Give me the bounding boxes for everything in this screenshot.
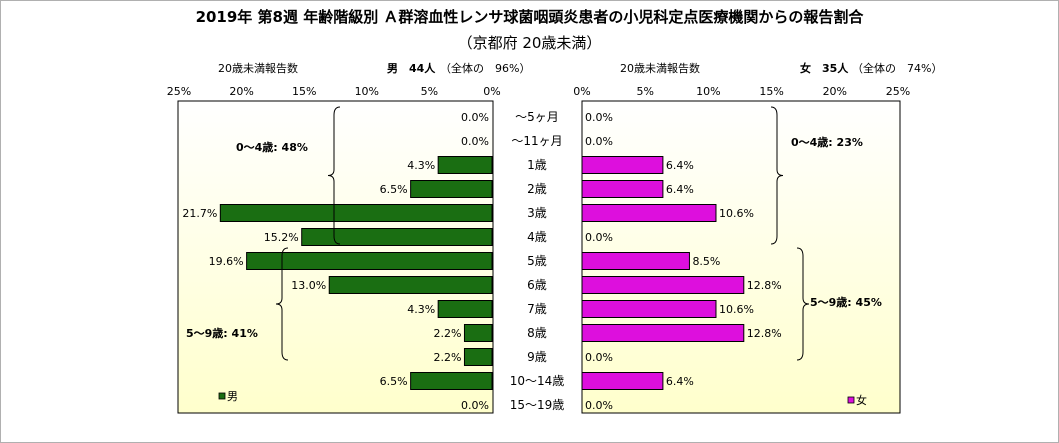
male-bar <box>246 252 493 270</box>
male-data-label: 6.5% <box>380 375 408 388</box>
male-data-label: 19.6% <box>209 255 244 268</box>
female-data-label: 10.6% <box>719 207 754 220</box>
male-bar <box>437 156 493 174</box>
female-5-9-annotation: 5～9歳: 45% <box>810 295 882 309</box>
female-axis-tick-label: 10% <box>696 85 720 98</box>
female-data-label: 12.8% <box>747 279 782 292</box>
female-legend-swatch <box>847 396 855 404</box>
male-bar <box>328 276 493 294</box>
category-label: 1歳 <box>527 158 547 172</box>
category-label: 10～14歳 <box>510 374 565 388</box>
category-label: 4歳 <box>527 230 547 244</box>
female-header-label: 20歳未満報告数 <box>620 62 700 75</box>
category-label: 7歳 <box>527 302 547 316</box>
male-data-label: 2.2% <box>434 327 462 340</box>
female-data-label: 12.8% <box>747 327 782 340</box>
female-data-label: 0.0% <box>585 231 613 244</box>
female-axis-tick-label: 0% <box>573 85 590 98</box>
male-bar <box>410 180 493 198</box>
female-data-label: 0.0% <box>585 111 613 124</box>
female-axis-tick-label: 25% <box>886 85 910 98</box>
male-data-label: 15.2% <box>264 231 299 244</box>
female-data-label: 6.4% <box>666 375 694 388</box>
female-5-9-brace <box>796 247 810 361</box>
female-bar <box>581 276 745 294</box>
male-data-label: 4.3% <box>407 303 435 316</box>
female-legend-label: 女 <box>856 393 867 407</box>
male-5-9-annotation: 5～9歳: 41% <box>186 326 258 340</box>
female-bar <box>581 180 664 198</box>
category-label: 3歳 <box>527 206 547 220</box>
male-bar <box>437 300 493 318</box>
male-bar <box>219 204 493 222</box>
category-label: 9歳 <box>527 350 547 364</box>
female-data-label: 10.6% <box>719 303 754 316</box>
male-legend-swatch <box>218 392 226 400</box>
category-label: ～5ヶ月 <box>515 110 559 124</box>
male-bar <box>301 228 493 246</box>
male-axis-tick-label: 20% <box>229 85 253 98</box>
male-0-4-brace <box>327 106 341 245</box>
category-label: 6歳 <box>527 278 547 292</box>
category-label: 8歳 <box>527 326 547 340</box>
female-data-label: 0.0% <box>585 399 613 412</box>
male-header-share: （全体の 96%） <box>440 62 531 75</box>
female-bar <box>581 156 664 174</box>
male-data-label: 13.0% <box>291 279 326 292</box>
female-data-label: 6.4% <box>666 183 694 196</box>
male-data-label: 2.2% <box>434 351 462 364</box>
male-axis-tick-label: 25% <box>167 85 191 98</box>
female-axis-tick-label: 15% <box>759 85 783 98</box>
male-bar <box>463 324 493 342</box>
female-bar <box>581 252 690 270</box>
male-data-label: 0.0% <box>461 399 489 412</box>
male-bar <box>410 372 493 390</box>
male-bar <box>463 348 493 366</box>
male-data-label: 0.0% <box>461 111 489 124</box>
female-header-share: （全体の 74%） <box>852 62 943 75</box>
male-5-9-brace <box>275 247 289 361</box>
female-bar <box>581 324 745 342</box>
female-0-4-brace <box>770 106 784 245</box>
category-label: ～11ヶ月 <box>511 134 562 148</box>
male-header-label: 20歳未満報告数 <box>218 62 298 75</box>
male-axis-tick-label: 0% <box>483 85 500 98</box>
female-data-label: 6.4% <box>666 159 694 172</box>
male-axis-tick-label: 10% <box>355 85 379 98</box>
female-axis-tick-label: 5% <box>636 85 653 98</box>
female-axis-tick-label: 20% <box>823 85 847 98</box>
female-bar <box>581 300 717 318</box>
male-data-label: 6.5% <box>380 183 408 196</box>
male-data-label: 21.7% <box>182 207 217 220</box>
female-data-label: 0.0% <box>585 351 613 364</box>
male-data-label: 4.3% <box>407 159 435 172</box>
female-header-count: 女 35人 <box>800 62 849 75</box>
female-data-label: 0.0% <box>585 135 613 148</box>
male-legend-label: 男 <box>227 390 238 403</box>
chart-title: 2019年 第8週 年齢階級別 Ａ群溶血性レンサ球菌咽頭炎患者の小児科定点医療機… <box>195 8 864 26</box>
male-header-count: 男 44人 <box>387 62 436 75</box>
category-label: 2歳 <box>527 182 547 196</box>
male-0-4-annotation: 0～4歳: 48% <box>236 140 308 154</box>
category-label: 15～19歳 <box>510 398 565 412</box>
female-bar <box>581 372 664 390</box>
male-axis-tick-label: 5% <box>421 85 438 98</box>
chart-subtitle: （京都府 20歳未満） <box>457 34 602 52</box>
category-label: 5歳 <box>527 254 547 268</box>
female-data-label: 8.5% <box>692 255 720 268</box>
male-data-label: 0.0% <box>461 135 489 148</box>
male-axis-tick-label: 15% <box>292 85 316 98</box>
female-0-4-annotation: 0～4歳: 23% <box>791 135 863 149</box>
female-bar <box>581 204 717 222</box>
